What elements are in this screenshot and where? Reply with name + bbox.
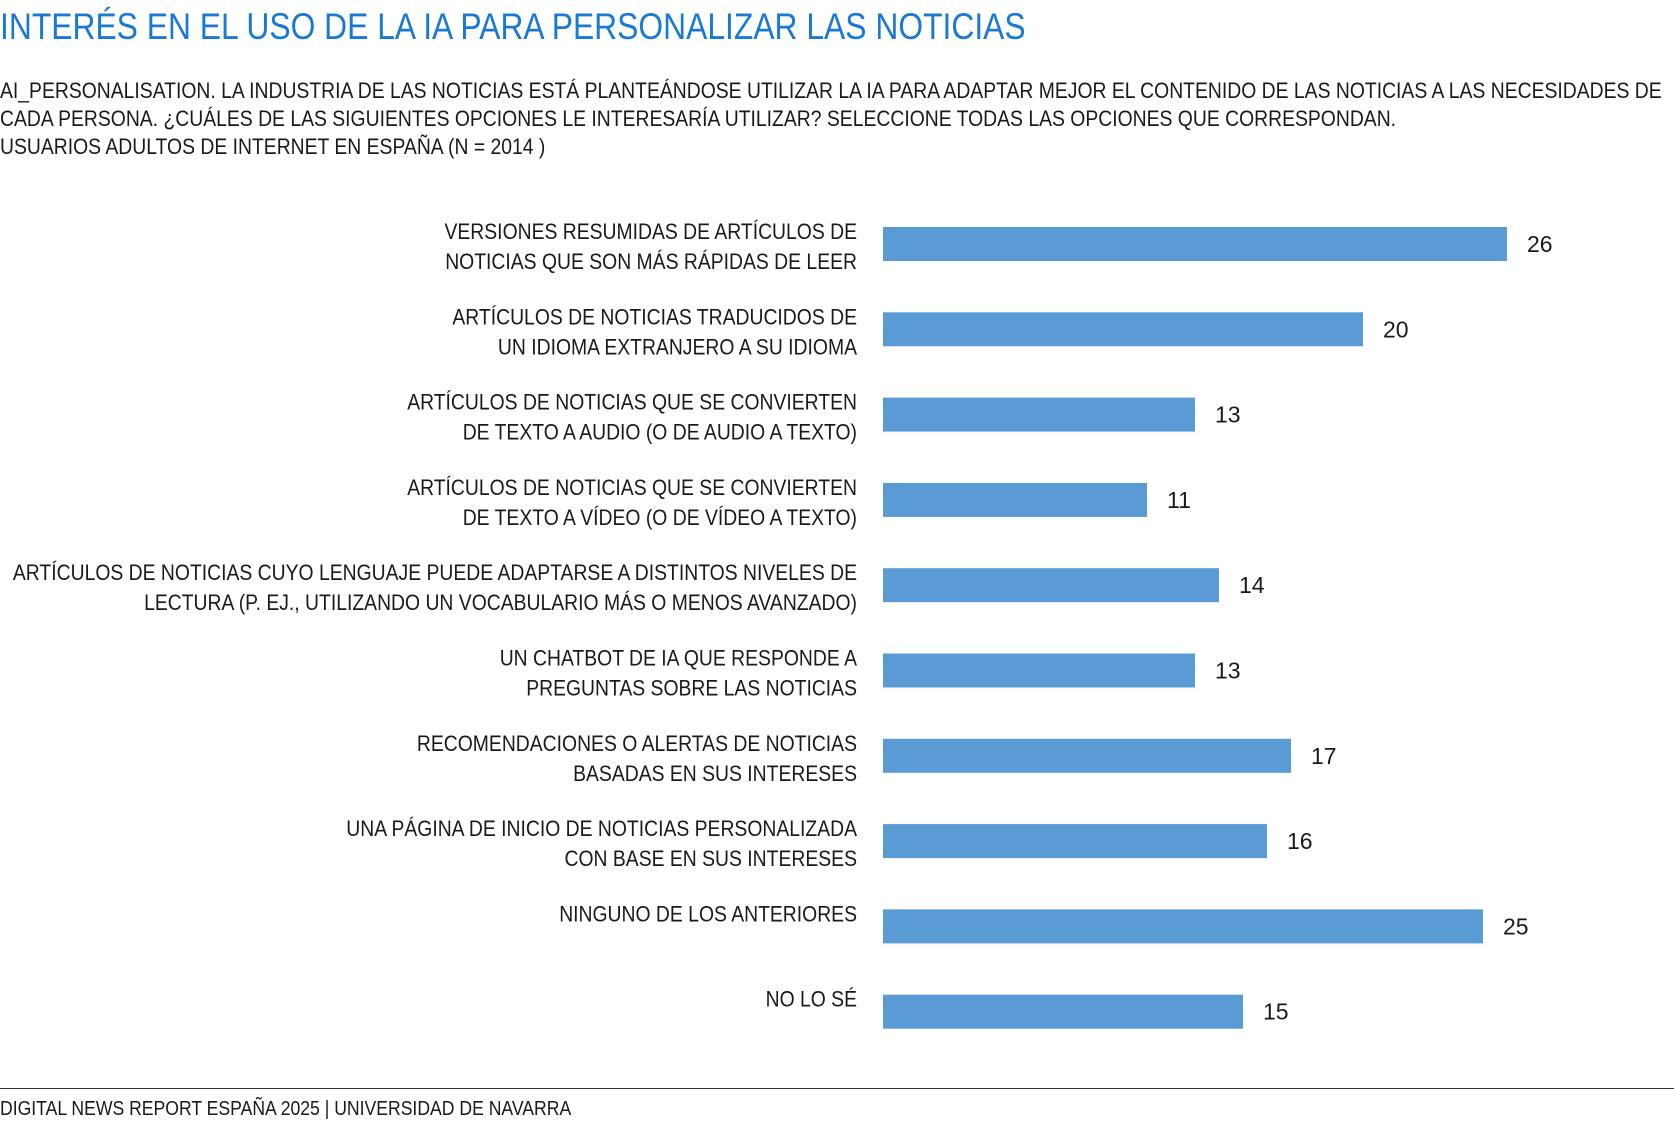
category-label-6-line-1: UN CHATBOT DE IA QUE RESPONDE A [500,646,857,671]
category-label-10-line-1: NO LO SÉ [766,987,857,1012]
chart-title: INTERÉS EN EL USO DE LA IA PARA PERSONAL… [0,6,1026,47]
footer-source: DIGITAL NEWS REPORT ESPAÑA 2025 | UNIVER… [0,1098,572,1120]
category-label-7-line-1: RECOMENDACIONES O ALERTAS DE NOTICIAS [417,731,857,756]
subtitle-line-1: AI_PERSONALISATION. LA INDUSTRIA DE LAS … [0,78,1662,103]
bar-5 [883,568,1219,603]
data-label-7: 17 [1311,743,1337,769]
bar-1 [883,227,1507,261]
category-label-8-line-2: CON BASE EN SUS INTERESES [565,846,858,871]
bar-3 [883,397,1195,432]
category-label-5-line-1: ARTÍCULOS DE NOTICIAS CUYO LENGUAJE PUED… [13,560,857,585]
category-label-9-line-1: NINGUNO DE LOS ANTERIORES [559,901,857,926]
data-label-1: 26 [1527,231,1553,257]
data-label-9: 25 [1503,913,1529,939]
bar-4 [883,482,1147,517]
data-label-6: 13 [1215,658,1241,684]
data-label-4: 11 [1167,487,1191,513]
category-label-1-line-1: VERSIONES RESUMIDAS DE ARTÍCULOS DE [445,219,858,244]
category-label-6-line-2: PREGUNTAS SOBRE LAS NOTICIAS [526,676,857,701]
bar-chart: 26 VERSIONES RESUMIDAS DE ARTÍCULOS DE NOT… [13,219,1553,1029]
category-label-5-line-2: LECTURA (P. EJ., UTILIZANDO UN VOCABULAR… [144,590,857,615]
data-label-5: 14 [1239,572,1265,598]
data-label-3: 13 [1215,402,1241,428]
category-label-4-line-2: DE TEXTO A VÍDEO (O DE VÍDEO A TEXTO) [463,505,857,530]
category-label-4-line-1: ARTÍCULOS DE NOTICIAS QUE SE CONVIERTEN [407,475,857,500]
category-label-3-line-1: ARTÍCULOS DE NOTICIAS QUE SE CONVIERTEN [407,390,857,415]
data-label-10: 15 [1263,999,1289,1025]
bar-8 [883,824,1267,859]
data-label-2: 20 [1383,316,1409,342]
category-label-2-line-1: ARTÍCULOS DE NOTICIAS TRADUCIDOS DE [452,304,857,329]
category-label-3-line-2: DE TEXTO A AUDIO (O DE AUDIO A TEXTO) [463,420,857,445]
bar-10 [883,994,1243,1029]
category-label-1-line-2: NOTICIAS QUE SON MÁS RÁPIDAS DE LEER [445,249,857,274]
bar-7 [883,738,1291,773]
data-label-8: 16 [1287,828,1313,854]
category-label-2-line-2: UN IDIOMA EXTRANJERO A SU IDIOMA [498,334,857,359]
bar-2 [883,312,1363,347]
category-label-8-line-1: UNA PÁGINA DE INICIO DE NOTICIAS PERSONA… [346,816,857,841]
bar-9 [883,909,1483,944]
category-label-7-line-2: BASADAS EN SUS INTERESES [573,761,857,786]
bar-6 [883,653,1195,688]
subtitle-line-2: CADA PERSONA. ¿CUÁLES DE LAS SIGUIENTES … [0,106,1397,131]
subtitle-line-3: USUARIOS ADULTOS DE INTERNET EN ESPAÑA (… [0,134,546,159]
chart-subtitle: AI_PERSONALISATION. LA INDUSTRIA DE LAS … [0,77,1662,161]
footer-divider [0,1088,1674,1089]
